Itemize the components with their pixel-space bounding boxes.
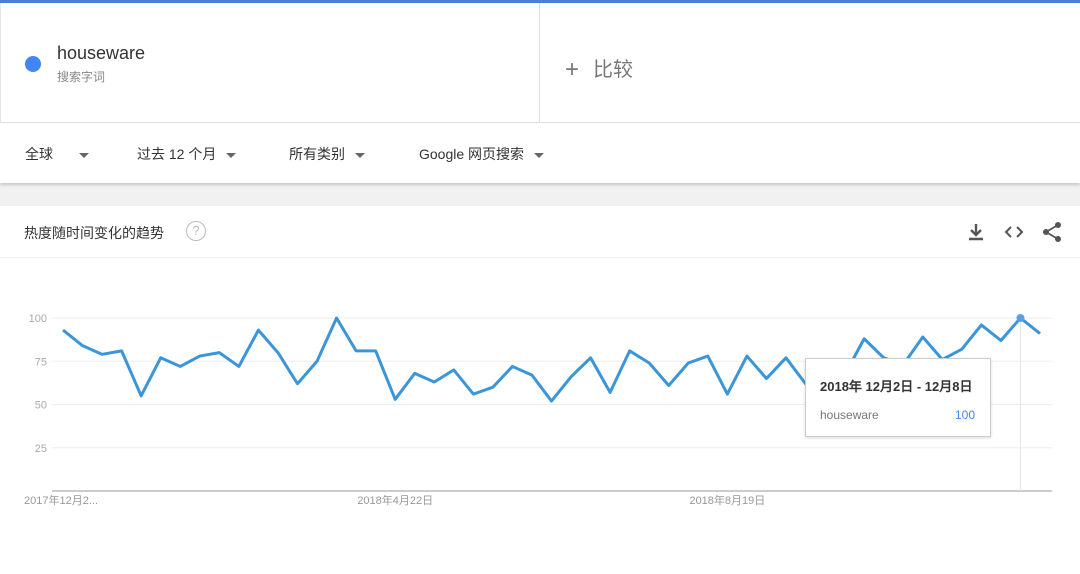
x-tick-label: 2018年8月19日: [689, 493, 765, 507]
help-icon[interactable]: ?: [186, 221, 206, 241]
search-term-name[interactable]: houseware: [57, 43, 146, 63]
search-type-dropdown[interactable]: Google 网页搜索: [419, 144, 545, 164]
chevron-down-icon: [79, 152, 89, 158]
y-tick-label: 50: [35, 400, 47, 412]
chevron-down-icon: [226, 152, 237, 158]
y-tick-label: 25: [35, 443, 47, 455]
data-point: [1016, 314, 1025, 322]
search-terms-panel: houseware 搜索字词 + 比较: [0, 3, 1080, 123]
top-accent-bar: [0, 0, 1080, 3]
chart-tooltip: 2018年 12月2日 - 12月8日 houseware 100: [805, 358, 991, 437]
time-range-dropdown[interactable]: 过去 12 个月: [137, 144, 237, 164]
tooltip-date: 2018年 12月2日 - 12月8日: [820, 379, 973, 394]
download-icon[interactable]: [964, 220, 988, 244]
series-line-houseware: [62, 316, 1041, 403]
plus-icon: +: [565, 56, 580, 83]
x-tick-label: 2017年12月2...: [24, 493, 98, 507]
chevron-down-icon: [534, 152, 545, 158]
series-color-dot: [25, 56, 41, 72]
region-dropdown[interactable]: 全球: [25, 144, 89, 164]
filter-bar: 全球 过去 12 个月 所有类别 Google 网页搜索: [0, 123, 1080, 183]
region-label: 全球: [25, 146, 53, 162]
card-title: 热度随时间变化的趋势: [24, 225, 164, 241]
time-range-label: 过去 12 个月: [137, 146, 217, 162]
compare-label: 比较: [593, 59, 634, 81]
share-icon[interactable]: [1040, 220, 1064, 244]
y-tick-label: 75: [35, 356, 47, 368]
y-tick-label: 100: [29, 313, 47, 325]
category-dropdown[interactable]: 所有类别: [289, 144, 365, 164]
tooltip-series-name: houseware: [820, 408, 879, 422]
tooltip-value: 100: [954, 408, 975, 422]
search-term-card[interactable]: houseware 搜索字词: [0, 3, 540, 123]
x-tick-label: 2018年4月22日: [357, 493, 433, 507]
search-type-label: Google 网页搜索: [419, 146, 525, 162]
category-label: 所有类别: [289, 146, 345, 162]
embed-icon[interactable]: [1002, 220, 1026, 244]
search-term-type: 搜索字词: [57, 70, 106, 84]
compare-button[interactable]: + 比较: [565, 53, 633, 83]
card-header: 热度随时间变化的趋势 ?: [0, 206, 1080, 258]
chevron-down-icon: [355, 152, 365, 158]
